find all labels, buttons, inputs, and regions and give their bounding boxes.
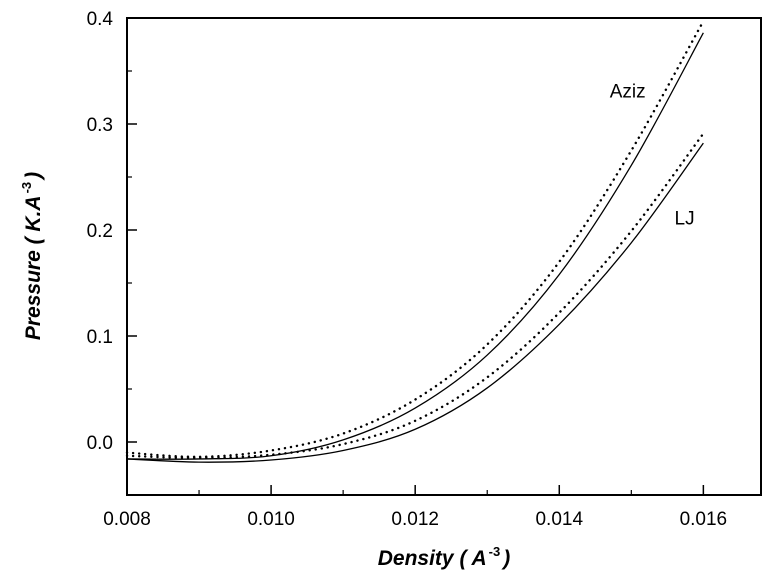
dotted-curve-2 — [125, 19, 705, 459]
y-axis-title-main: Pressure ( K.A — [22, 195, 45, 340]
x-tick-label: 0.012 — [391, 509, 439, 530]
solid-curve-3 — [126, 142, 704, 463]
x-tick-label: 0.010 — [247, 509, 295, 530]
series-layer — [125, 19, 705, 463]
y-tick-label: 0.1 — [87, 327, 113, 348]
x-tick-label: 0.016 — [680, 509, 728, 530]
x-tick-label: 0.014 — [535, 509, 583, 530]
y-tick-label: 0.2 — [87, 221, 113, 242]
curve-label-lj: LJ — [675, 209, 695, 230]
x-axis-title-close: ) — [501, 547, 510, 570]
y-tick-label: 0.3 — [87, 115, 113, 136]
y-axis-title-close: ) — [22, 172, 45, 181]
y-tick-label: 0.4 — [87, 9, 114, 30]
y-tick-label: 0.0 — [87, 433, 113, 454]
plot-frame — [126, 17, 762, 496]
x-axis-title-exponent: -3 — [489, 544, 501, 559]
solid-curve-1 — [126, 32, 704, 460]
y-axis-title: Pressure ( K.A-3) — [19, 172, 45, 340]
annotation-layer: Aziz LJ — [610, 82, 695, 230]
axis-ticks: 0.008 0.010 0.012 0.014 0.016 0.0 0.1 0.2 0.3 0.4 — [87, 9, 728, 530]
x-tick-label: 0.008 — [103, 509, 151, 530]
y-axis-title-exponent: -3 — [19, 182, 34, 194]
x-axis-title-main: Density ( A — [378, 547, 487, 570]
curve-label-aziz: Aziz — [610, 82, 646, 103]
dotted-curve-4 — [125, 132, 705, 460]
x-axis-title: Density ( A -3) — [378, 544, 510, 570]
